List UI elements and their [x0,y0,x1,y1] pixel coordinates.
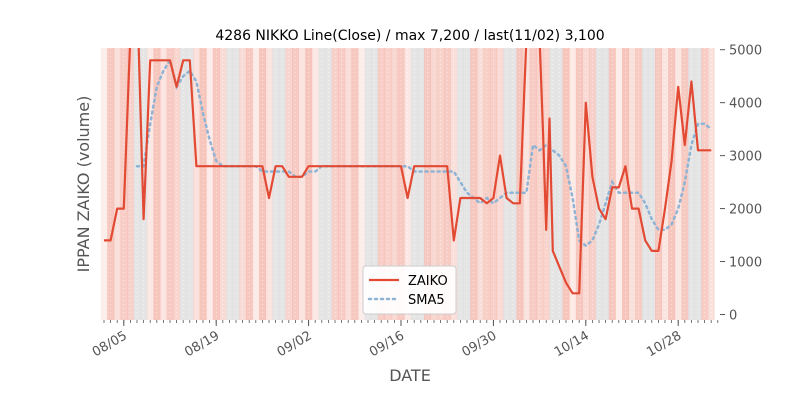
series-layer [104,48,713,295]
chart-title: 4286 NIKKO Line(Close) / max 7,200 / las… [215,28,604,44]
y-tick-label: 1000 [729,256,762,271]
legend-box [362,265,457,315]
y-axis-label: IPPAN ZAIKO (volume) [74,96,93,273]
y-tick-label: 2000 [729,203,762,218]
legend-label-zaiko: ZAIKO [408,274,448,289]
y-tick-label: 4000 [729,97,762,112]
x-axis-ticks: 08/05 08/19 09/02 09/16 09/30 10/14 10/28 [90,320,719,360]
x-tick-label: 08/19 [182,328,222,360]
x-tick-label: 10/14 [552,328,592,360]
x-tick-label: 09/16 [367,328,407,360]
y-axis-ticks: 0 1000 2000 3000 4000 5000 [720,44,762,324]
y-tick-label: 3000 [729,150,762,165]
series-line-zaiko [104,48,712,295]
x-tick-label: 08/05 [90,328,130,360]
x-tick-label: 10/28 [644,328,684,360]
x-tick-label: 09/02 [275,328,315,360]
legend: ZAIKO SMA5 [362,265,457,315]
legend-label-sma5: SMA5 [408,293,445,308]
y-tick-label: 0 [729,309,737,324]
y-tick-label: 5000 [729,44,762,59]
x-axis-label: DATE [389,366,431,385]
x-tick-label: 09/30 [459,328,499,360]
